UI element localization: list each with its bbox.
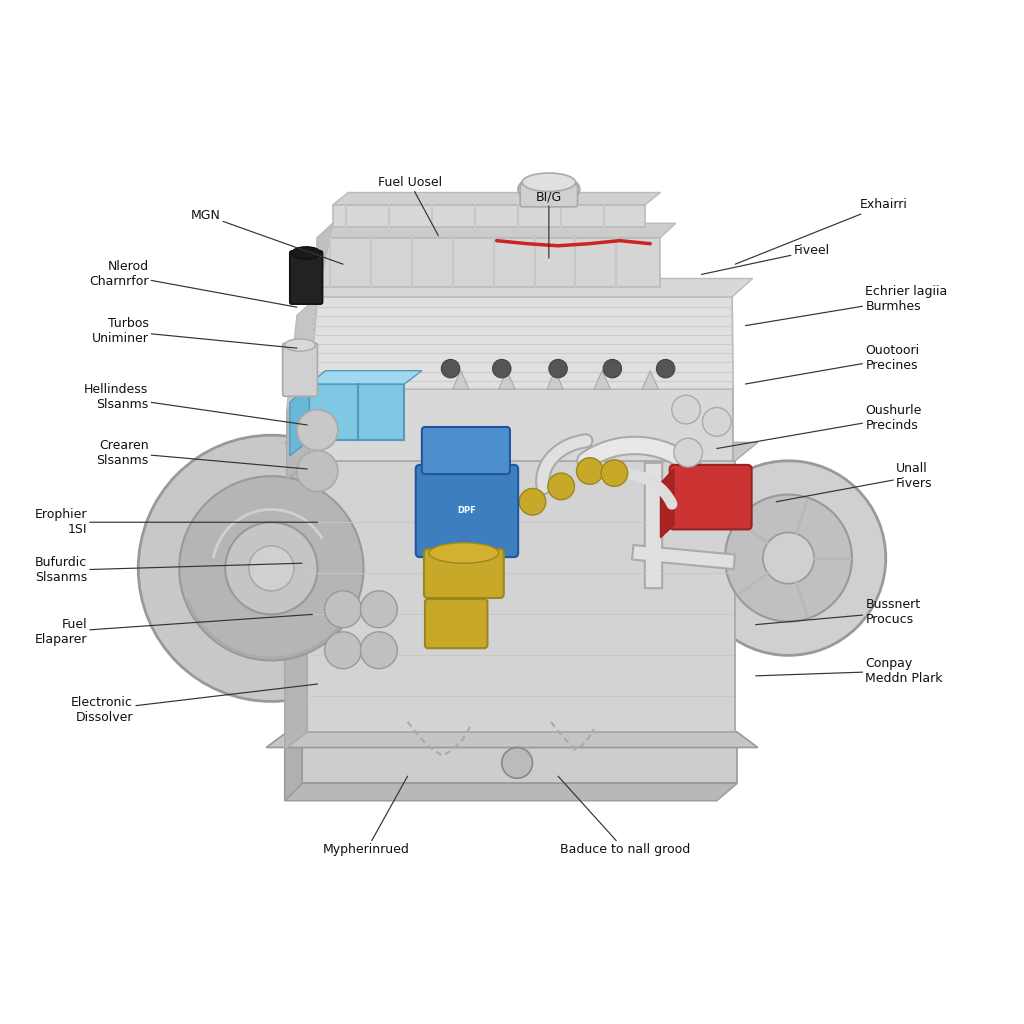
Ellipse shape — [518, 174, 580, 205]
Text: Conpay
Meddn Plark: Conpay Meddn Plark — [756, 656, 943, 685]
Circle shape — [548, 473, 574, 500]
Polygon shape — [309, 371, 422, 384]
Circle shape — [493, 359, 511, 378]
Circle shape — [360, 591, 397, 628]
Polygon shape — [297, 279, 753, 297]
Polygon shape — [317, 223, 333, 287]
Circle shape — [672, 395, 700, 424]
Circle shape — [138, 435, 404, 701]
Circle shape — [360, 632, 397, 669]
Text: Erophier
1SI: Erophier 1SI — [35, 508, 317, 537]
Ellipse shape — [285, 339, 315, 351]
Circle shape — [225, 522, 317, 614]
Circle shape — [601, 460, 628, 486]
Text: Electronic
Dissolver: Electronic Dissolver — [72, 684, 317, 724]
Circle shape — [179, 476, 364, 660]
Polygon shape — [307, 461, 735, 732]
Text: Bussnert
Procucs: Bussnert Procucs — [756, 598, 921, 627]
Polygon shape — [302, 732, 737, 783]
Circle shape — [502, 748, 532, 778]
FancyBboxPatch shape — [290, 251, 323, 304]
Polygon shape — [333, 205, 645, 227]
Circle shape — [656, 359, 675, 378]
Circle shape — [691, 461, 886, 655]
Polygon shape — [285, 461, 307, 750]
Text: Hellindess
Slsanms: Hellindess Slsanms — [84, 383, 307, 425]
FancyBboxPatch shape — [416, 465, 518, 557]
Circle shape — [325, 632, 361, 669]
Circle shape — [297, 451, 338, 492]
Polygon shape — [333, 193, 660, 205]
Text: Mypherinrued: Mypherinrued — [324, 776, 410, 856]
Text: BI/G: BI/G — [536, 190, 562, 258]
Polygon shape — [309, 384, 404, 440]
Circle shape — [763, 532, 814, 584]
Text: Ouotoori
Precines: Ouotoori Precines — [745, 344, 920, 384]
Circle shape — [725, 495, 852, 622]
Ellipse shape — [292, 247, 321, 259]
Circle shape — [249, 546, 294, 591]
Circle shape — [549, 359, 567, 378]
Polygon shape — [660, 469, 674, 538]
Text: Bufurdic
Slsanms: Bufurdic Slsanms — [35, 556, 302, 585]
Polygon shape — [642, 371, 658, 389]
Text: Echrier lagiia
Burmhes: Echrier lagiia Burmhes — [745, 285, 947, 326]
Polygon shape — [285, 783, 737, 801]
Polygon shape — [285, 442, 758, 461]
Circle shape — [577, 458, 603, 484]
Polygon shape — [290, 384, 309, 456]
Circle shape — [325, 591, 361, 628]
Text: Baduce to nall grood: Baduce to nall grood — [558, 776, 690, 856]
FancyBboxPatch shape — [422, 427, 510, 474]
Polygon shape — [266, 732, 758, 748]
FancyBboxPatch shape — [283, 343, 317, 396]
Text: Turbos
Uniminer: Turbos Uniminer — [91, 316, 297, 348]
Polygon shape — [547, 371, 563, 389]
Polygon shape — [287, 297, 317, 410]
Polygon shape — [285, 732, 302, 801]
Text: Exhairri: Exhairri — [735, 199, 908, 264]
Text: Oushurle
Precinds: Oushurle Precinds — [717, 403, 922, 449]
Text: Fuel Uosel: Fuel Uosel — [378, 176, 441, 236]
Text: Fuel
Elaparer: Fuel Elaparer — [35, 614, 312, 646]
FancyBboxPatch shape — [670, 465, 752, 529]
Polygon shape — [453, 371, 469, 389]
Text: Nlerod
Charnrfor: Nlerod Charnrfor — [89, 260, 297, 307]
Ellipse shape — [522, 173, 575, 191]
Polygon shape — [309, 297, 733, 389]
Circle shape — [441, 359, 460, 378]
Circle shape — [603, 359, 622, 378]
FancyBboxPatch shape — [424, 549, 504, 598]
Polygon shape — [594, 371, 610, 389]
Ellipse shape — [429, 543, 499, 563]
Circle shape — [674, 438, 702, 467]
FancyBboxPatch shape — [425, 599, 487, 648]
FancyBboxPatch shape — [520, 184, 578, 207]
Circle shape — [297, 410, 338, 451]
Text: DPF: DPF — [458, 507, 476, 515]
Circle shape — [519, 488, 546, 515]
Polygon shape — [499, 371, 515, 389]
Text: Fiveel: Fiveel — [701, 245, 829, 274]
Text: MGN: MGN — [190, 209, 343, 264]
Polygon shape — [317, 238, 660, 287]
Circle shape — [702, 408, 731, 436]
Polygon shape — [287, 389, 309, 479]
Text: Crearen
Slsanms: Crearen Slsanms — [96, 438, 307, 469]
Circle shape — [488, 501, 515, 527]
Polygon shape — [317, 223, 676, 238]
Text: Unall
Fivers: Unall Fivers — [776, 462, 933, 502]
Polygon shape — [309, 389, 733, 461]
